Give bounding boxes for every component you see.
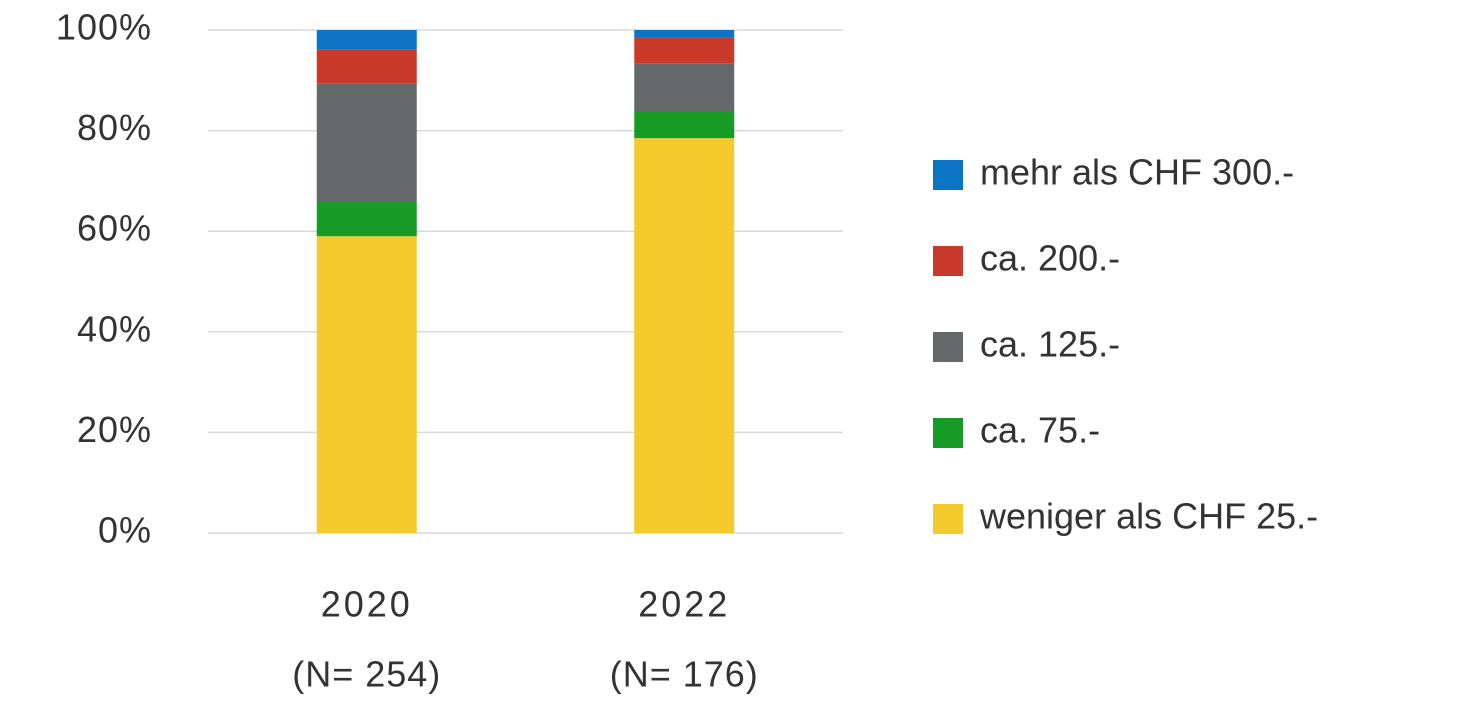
x-tick-sublabel: (N= 176) (610, 654, 759, 695)
bar-segment (634, 63, 735, 112)
bar-segment (316, 30, 417, 50)
legend-label: mehr als CHF 300.- (980, 152, 1294, 193)
legend-label: ca. 125.- (980, 324, 1120, 365)
y-tick-label: 100% (56, 7, 152, 48)
bar-segment (316, 236, 417, 534)
bar-segment (316, 202, 417, 237)
legend-label: ca. 75.- (980, 410, 1100, 451)
x-tick-label: 2020 (321, 584, 413, 625)
y-tick-label: 40% (77, 308, 152, 349)
legend-swatch (933, 332, 963, 362)
y-tick-label: 0% (98, 510, 152, 551)
bar-segment (634, 111, 735, 139)
legend-swatch (933, 418, 963, 448)
legend-swatch (933, 504, 963, 534)
bar-segment (316, 49, 417, 84)
legend-label: ca. 200.- (980, 238, 1120, 279)
x-tick-label: 2022 (638, 584, 730, 625)
bar-segment (634, 30, 735, 38)
legend-swatch (933, 160, 963, 190)
y-tick-label: 80% (77, 107, 152, 148)
bar-segment (316, 83, 417, 203)
legend-label: weniger als CHF 25.- (979, 496, 1318, 537)
bar-segment (634, 138, 735, 533)
x-tick-sublabel: (N= 254) (292, 654, 441, 695)
bar-segment (634, 37, 735, 64)
y-tick-label: 20% (77, 409, 152, 450)
legend-swatch (933, 246, 963, 276)
y-tick-label: 60% (77, 208, 152, 249)
